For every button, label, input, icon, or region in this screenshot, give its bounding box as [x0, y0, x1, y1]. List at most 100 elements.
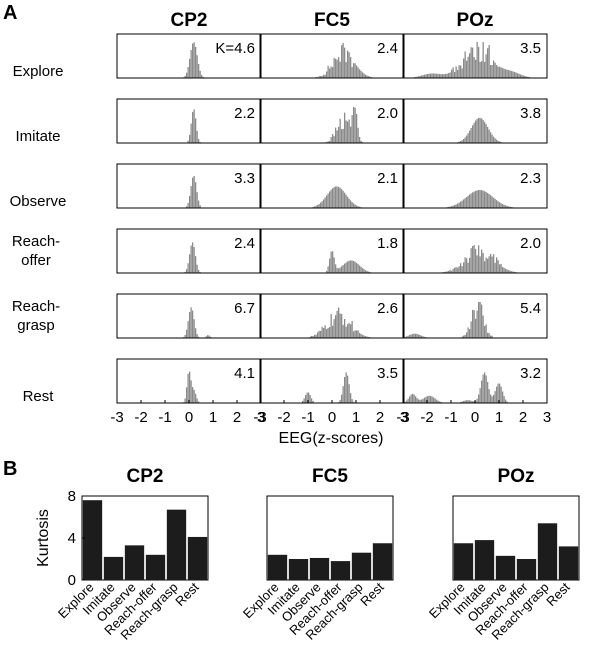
histogram-bar: [314, 206, 316, 208]
histogram-bar: [342, 324, 344, 338]
x-tick-label: -1: [444, 409, 457, 426]
histogram-bar: [350, 260, 352, 273]
histogram-bar: [502, 391, 504, 403]
histogram-bar: [470, 47, 472, 78]
kurtosis-value-label: 2.6: [377, 300, 398, 317]
histogram-bar: [351, 115, 353, 143]
histogram-bar: [193, 42, 195, 78]
histogram-bar: [368, 271, 370, 273]
histogram-bar: [189, 134, 191, 143]
histogram-bar: [339, 399, 341, 403]
histogram-bar: [323, 328, 325, 338]
histogram-bar: [184, 398, 186, 403]
histogram-bar: [442, 74, 444, 78]
histogram-bar: [327, 141, 329, 143]
histogram-bar: [324, 197, 326, 208]
histogram-bar: [476, 398, 478, 403]
histogram-bar: [484, 61, 486, 78]
histogram-bar: [193, 247, 195, 273]
histogram-bar: [458, 202, 460, 208]
histogram-bar: [192, 111, 194, 143]
condition-label-imitate: Imitate: [15, 128, 60, 145]
histogram-bar: [419, 399, 421, 403]
histogram-bar: [347, 196, 349, 208]
x-tick-label: 3: [400, 409, 408, 426]
histogram-bar: [491, 65, 493, 78]
histogram-cp2-rest: [183, 371, 200, 403]
histogram-bar: [499, 383, 501, 403]
histogram-bar: [494, 138, 496, 143]
histogram-bar: [333, 136, 335, 143]
histogram-bar: [332, 67, 334, 78]
histogram-bar: [509, 206, 511, 208]
histogram-bar: [327, 266, 329, 273]
histogram-bar: [494, 198, 496, 208]
histogram-bar: [505, 69, 507, 78]
kurtosis-value-label: K=4.6: [215, 40, 255, 57]
histogram-bar: [464, 400, 466, 403]
histogram-bar: [421, 399, 423, 403]
kurtosis-value-label: 2.1: [377, 170, 398, 187]
histogram-bar: [424, 74, 426, 78]
histogram-bar: [359, 69, 361, 78]
histogram-bar: [186, 72, 188, 78]
histogram-bar: [428, 395, 430, 403]
histogram-bar: [484, 121, 486, 143]
histogram-bar: [452, 268, 454, 273]
histogram-bar: [419, 335, 421, 338]
histogram-bar: [357, 264, 359, 273]
histogram-bar: [324, 74, 326, 78]
histogram-bar: [404, 336, 406, 338]
histogram-bar: [506, 269, 508, 273]
histogram-bar: [467, 195, 469, 208]
histogram-bar: [356, 65, 358, 78]
histogram-bar: [461, 200, 463, 208]
kurtosis-value-label: 2.4: [234, 235, 255, 252]
x-tick-label: -1: [301, 409, 314, 426]
histogram-bar: [360, 70, 362, 78]
histogram-fc5-observe: [312, 186, 362, 208]
histogram-bar: [461, 401, 463, 403]
histogram-bar: [469, 194, 471, 208]
histogram-bar: [481, 304, 483, 338]
histogram-bar: [415, 333, 417, 338]
histogram-bar: [473, 191, 475, 208]
kurtosis-value-label: 3.5: [520, 40, 541, 57]
histogram-bar: [488, 333, 490, 338]
histogram-bar: [454, 267, 456, 273]
histogram-bar: [512, 71, 514, 78]
histogram-bar: [487, 332, 489, 338]
histogram-bar: [454, 71, 456, 78]
histogram-bar: [479, 388, 481, 403]
histogram-bar: [436, 73, 438, 78]
histogram-bar: [455, 204, 457, 208]
histogram-bar: [189, 312, 191, 338]
histogram-bar: [353, 63, 355, 78]
histogram-bar: [333, 257, 335, 273]
histogram-bar: [335, 315, 337, 338]
histogram-bar: [508, 270, 510, 273]
histogram-bar: [347, 50, 349, 78]
histogram-bar: [443, 271, 445, 273]
histogram-bar: [436, 399, 438, 403]
histogram-bar: [475, 318, 477, 338]
y-tick-label: 8: [68, 488, 76, 505]
histogram-bar: [347, 121, 349, 143]
histogram-bar: [362, 268, 364, 273]
histogram-bar: [329, 68, 331, 78]
histogram-bar: [312, 206, 314, 208]
channel-title-fc5: FC5: [314, 10, 350, 31]
histogram-bar: [326, 195, 328, 208]
histogram-bar: [338, 57, 340, 78]
histogram-bar: [490, 132, 492, 143]
histogram-bar: [323, 74, 325, 78]
histogram-bar: [487, 258, 489, 273]
histogram-bar: [511, 70, 513, 78]
histogram-bar: [505, 399, 507, 403]
histogram-bar: [320, 76, 322, 78]
histogram-bar: [192, 310, 194, 338]
histogram-bar: [434, 398, 436, 403]
histogram-bar: [336, 310, 338, 338]
histogram-bar: [196, 130, 198, 143]
histogram-bar: [478, 245, 480, 273]
